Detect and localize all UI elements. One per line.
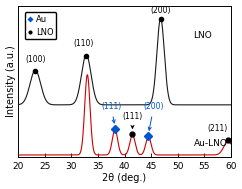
Text: LNO: LNO	[194, 31, 212, 40]
Text: (110): (110)	[73, 40, 94, 49]
Text: Au-LNO: Au-LNO	[194, 139, 227, 148]
Text: (200): (200)	[150, 6, 171, 15]
Text: (211): (211)	[207, 124, 227, 133]
X-axis label: 2θ (deg.): 2θ (deg.)	[102, 174, 147, 184]
Legend: Au, LNO: Au, LNO	[25, 12, 56, 39]
Y-axis label: Intensity (a.u.): Intensity (a.u.)	[6, 46, 15, 118]
Text: (111): (111)	[101, 102, 121, 123]
Text: (100): (100)	[25, 55, 45, 64]
Text: (200): (200)	[144, 102, 164, 130]
Text: (111): (111)	[122, 112, 143, 128]
